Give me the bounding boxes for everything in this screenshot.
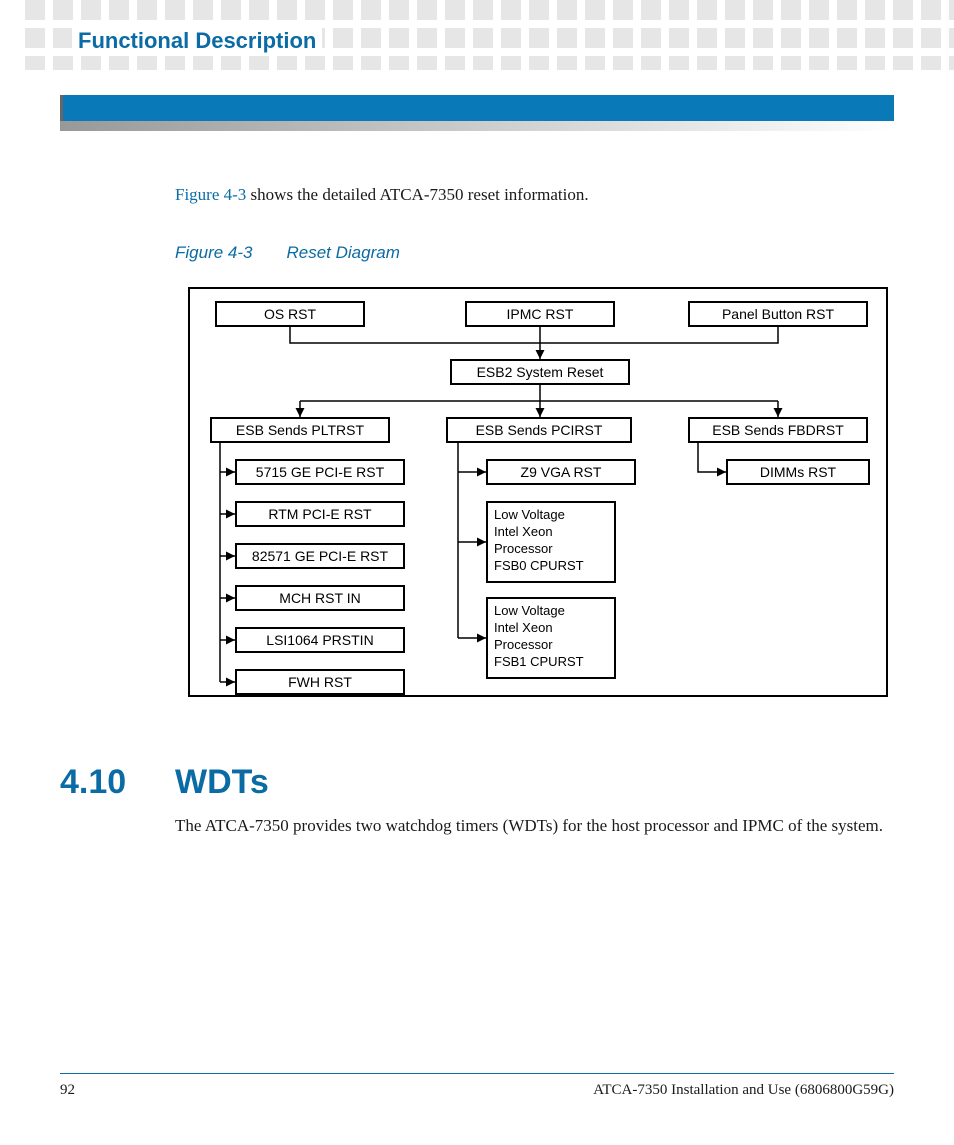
page-header-title: Functional Description [72, 28, 322, 54]
diagram-node-ge5715: 5715 GE PCI-E RST [235, 459, 405, 485]
diagram-node-dimms: DIMMs RST [726, 459, 870, 485]
section-title: WDTs [175, 763, 269, 802]
page-footer: 92 ATCA-7350 Installation and Use (68068… [60, 1073, 894, 1099]
diagram-node-fsb0: Low VoltageIntel XeonProcessorFSB0 CPURS… [486, 501, 616, 583]
diagram-node-ge82571: 82571 GE PCI-E RST [235, 543, 405, 569]
page-number: 92 [60, 1082, 75, 1099]
intro-text: shows the detailed ATCA-7350 reset infor… [246, 185, 588, 204]
diagram-node-esb2: ESB2 System Reset [450, 359, 630, 385]
diagram-node-rtm: RTM PCI-E RST [235, 501, 405, 527]
section-body: The ATCA-7350 provides two watchdog time… [175, 814, 894, 839]
diagram-node-panel_rst: Panel Button RST [688, 301, 868, 327]
figure-caption: Figure 4-3 Reset Diagram [175, 243, 894, 263]
figure-title: Reset Diagram [286, 243, 399, 262]
header-gradient-bar [60, 121, 894, 131]
diagram-node-lsi: LSI1064 PRSTIN [235, 627, 405, 653]
diagram-node-fsb1: Low VoltageIntel XeonProcessorFSB1 CPURS… [486, 597, 616, 679]
diagram-node-mch: MCH RST IN [235, 585, 405, 611]
section-heading: 4.10 WDTs [60, 763, 894, 802]
diagram-node-z9: Z9 VGA RST [486, 459, 636, 485]
diagram-node-os_rst: OS RST [215, 301, 365, 327]
diagram-node-fbdrst: ESB Sends FBDRST [688, 417, 868, 443]
intro-paragraph: Figure 4-3 shows the detailed ATCA-7350 … [175, 185, 894, 205]
diagram-node-pltrst: ESB Sends PLTRST [210, 417, 390, 443]
diagram-node-pcirst: ESB Sends PCIRST [446, 417, 632, 443]
diagram-node-ipmc_rst: IPMC RST [465, 301, 615, 327]
figure-reference-link[interactable]: Figure 4-3 [175, 185, 246, 204]
diagram-node-fwh: FWH RST [235, 669, 405, 695]
header-blue-bar [60, 95, 894, 121]
section-number: 4.10 [60, 763, 175, 802]
figure-number: Figure 4-3 [175, 243, 252, 262]
reset-diagram: OS RST IPMC RST Panel Button RST ESB2 Syste… [188, 287, 888, 697]
document-id: ATCA-7350 Installation and Use (6806800G… [593, 1082, 894, 1099]
